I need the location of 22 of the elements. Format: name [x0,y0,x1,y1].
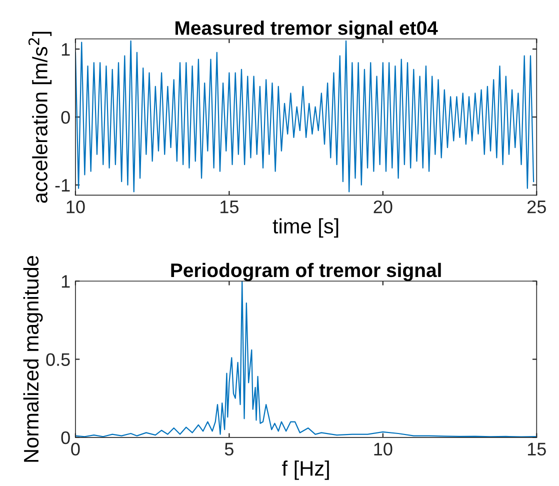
chart-title: Periodogram of tremor signal [171,262,441,282]
y-tick-label: 1 [62,275,70,288]
chart-title: Measured tremor signal et04 [176,20,438,39]
x-tick-label: 10 [66,200,85,214]
x-tick-label: 10 [374,442,392,456]
y-tick-label: 0.5 [46,353,70,366]
x-tick-label: 5 [224,442,234,456]
y-axis-title: Normalized magnitude [23,256,43,462]
y-tick-label: 0 [61,431,70,444]
y-tick-label: -1 [55,179,70,192]
line-series [75,281,537,438]
x-axis-title: f [Hz] [282,460,329,480]
x-tick-label: 15 [528,442,546,456]
line-series [75,40,534,192]
x-tick-label: 20 [374,200,392,214]
y-tick-label: 1 [62,43,70,56]
x-tick-label: 0 [71,442,80,456]
y-tick-label: 0 [61,110,70,124]
y-axis-title: acceleration [m/s$^{2}$] [28,32,52,203]
x-tick-label: 25 [528,200,546,214]
x-tick-label: 15 [220,200,238,214]
x-axis-title: time [s] [272,218,338,238]
